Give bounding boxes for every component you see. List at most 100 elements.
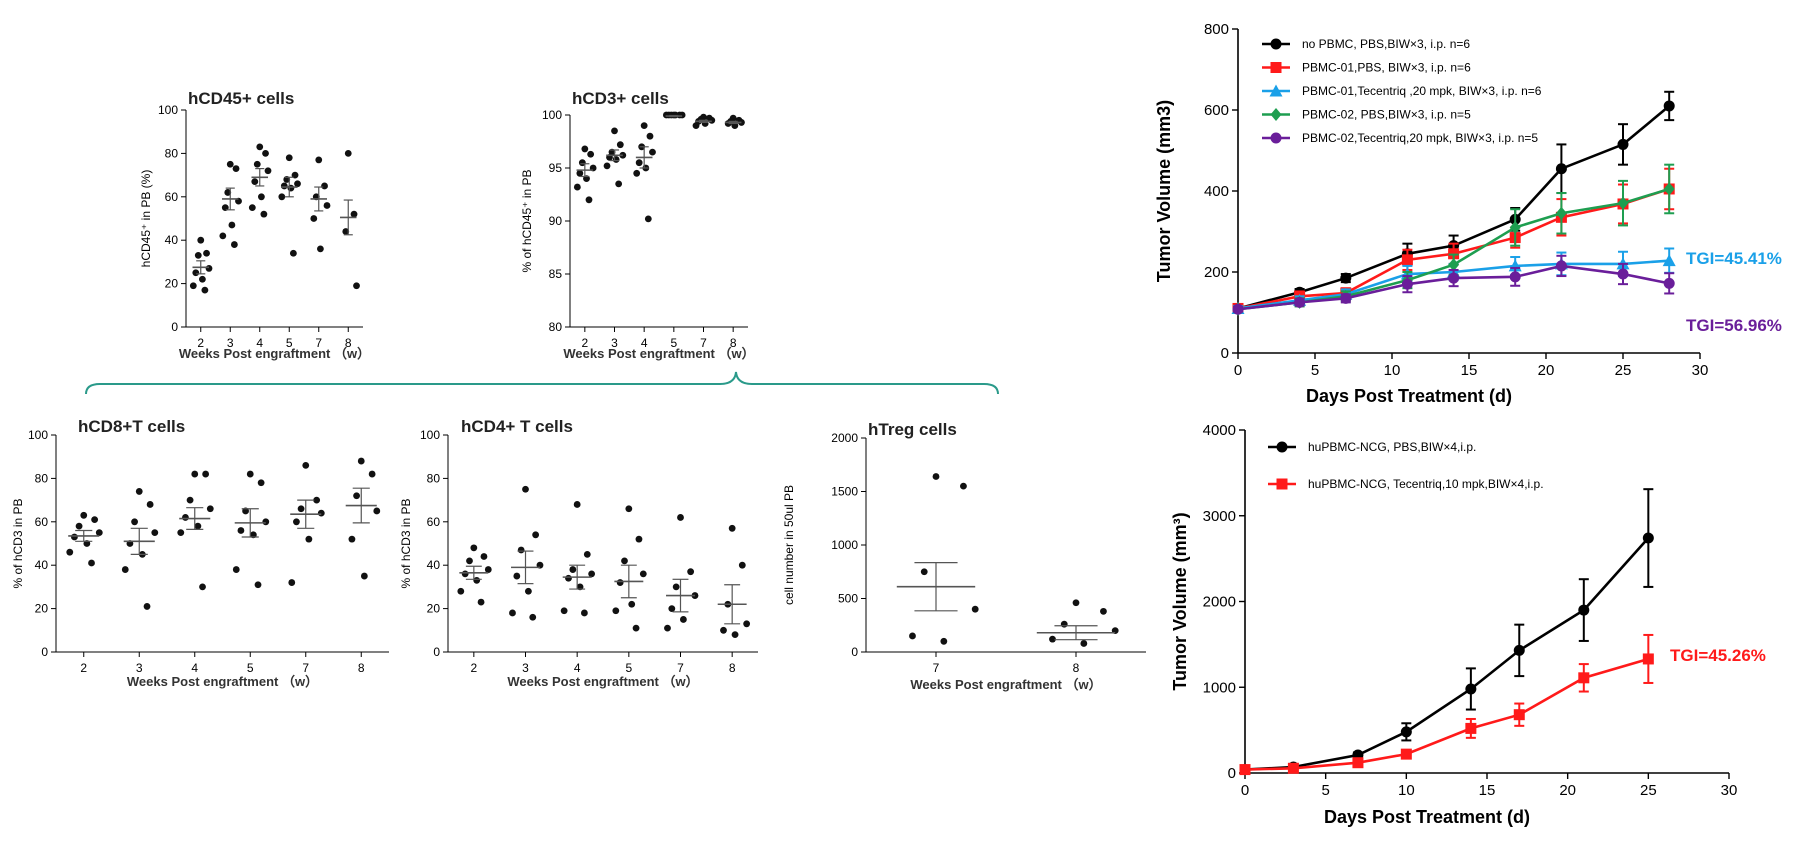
- data-point: [743, 620, 751, 628]
- x-axis-label: Days Post Treatment (d): [1324, 807, 1530, 827]
- y-axis-label: % of hCD45⁺ in PB: [520, 169, 534, 272]
- data-point: [1060, 620, 1068, 628]
- y-tick-label: 80: [35, 471, 49, 485]
- data-point: [88, 559, 95, 567]
- data-point: [353, 492, 360, 500]
- x-tick-label: 7: [315, 336, 322, 350]
- data-point: [728, 524, 736, 532]
- data-point: [302, 461, 310, 469]
- scatter-panel-3: hCD4+ T cells 0 20 40 60 80 100 2 3 4 5 7 8 % of hCD3…: [399, 417, 758, 689]
- data-point: [615, 180, 623, 188]
- series-marker: [1555, 206, 1567, 220]
- y-tick-label: 1000: [831, 538, 858, 552]
- y-tick-label: 0: [171, 320, 178, 334]
- x-tick-label: 30: [1721, 782, 1738, 799]
- series-marker: [1276, 441, 1288, 453]
- data-point: [573, 501, 581, 508]
- series-marker: [1276, 478, 1288, 490]
- x-tick-label: 15: [1461, 362, 1478, 379]
- data-point: [628, 600, 636, 608]
- panel-title: hCD4+ T cells: [461, 417, 573, 436]
- data-point: [260, 210, 268, 218]
- data-point: [310, 215, 318, 222]
- data-point: [517, 546, 525, 554]
- y-tick-label: 20: [35, 602, 49, 616]
- data-point: [257, 479, 265, 487]
- x-tick-label: 2: [197, 336, 204, 350]
- y-axis-label: Tumor Volume (mm3): [1154, 100, 1174, 282]
- data-point: [560, 607, 568, 615]
- y-tick-label: 2000: [1203, 594, 1236, 611]
- x-tick-label: 5: [247, 661, 254, 675]
- panel-title: hCD8+T cells: [78, 417, 185, 436]
- data-point: [646, 132, 654, 140]
- x-tick-label: 3: [611, 336, 618, 350]
- x-tick-label: 15: [1479, 782, 1496, 799]
- data-point: [576, 169, 584, 177]
- data-point: [194, 522, 202, 530]
- legend-label: no PBMC, PBS,BIW×3, i.p. n=6: [1302, 37, 1470, 51]
- x-axis-label: Days Post Treatment (d): [1306, 386, 1512, 406]
- data-point: [91, 516, 99, 524]
- data-point: [288, 579, 296, 586]
- x-tick-label: 3: [522, 661, 529, 675]
- data-point: [578, 159, 586, 167]
- series-marker: [1465, 683, 1477, 695]
- y-tick-label: 100: [420, 428, 440, 442]
- data-point: [353, 282, 360, 290]
- legend-label: huPBMC-NCG, Tecentriq,10 mpk,BIW×4,i.p.: [1308, 477, 1544, 491]
- y-tick-label: 0: [41, 645, 48, 659]
- series-marker: [1401, 278, 1413, 290]
- series-marker: [1287, 762, 1299, 774]
- panel-title: hCD3+ cells: [572, 89, 669, 108]
- series-marker: [1617, 268, 1629, 280]
- data-point: [611, 127, 618, 135]
- data-point: [294, 180, 301, 188]
- y-tick-label: 100: [28, 428, 48, 442]
- y-tick-label: 95: [549, 161, 563, 175]
- data-point: [192, 269, 200, 277]
- data-point: [258, 193, 265, 201]
- data-point: [317, 245, 324, 253]
- data-point: [731, 631, 739, 639]
- y-tick-label: 0: [433, 645, 440, 659]
- x-tick-label: 2: [470, 661, 477, 675]
- data-point: [289, 249, 297, 257]
- data-point: [321, 182, 328, 190]
- line-panel-5: 0 200 400 600 800 0 5 10 15 20 25 30 no PBMC, PBS,BI…: [1154, 21, 1782, 406]
- data-point: [71, 533, 78, 541]
- series-marker: [1400, 726, 1412, 738]
- data-point: [226, 160, 234, 168]
- data-point: [569, 566, 577, 573]
- data-point: [920, 568, 928, 576]
- data-point: [513, 572, 521, 580]
- scatter-panel-0: hCD45+ cells 0 20 40 60 80 100 2 3 4 5 7 8 hCD45⁺ in …: [139, 89, 370, 361]
- x-axis-label: Weeks Post engraftment （w）: [507, 674, 698, 689]
- y-axis-label: Tumor Volume (mm³): [1170, 512, 1190, 690]
- x-axis-label: Weeks Post engraftment （w）: [563, 346, 754, 361]
- series-4: PBMC-02,Tecentriq,20 mpk, BIW×3, i.p. n=…: [1232, 131, 1675, 315]
- data-point: [201, 286, 209, 294]
- series-marker: [1270, 108, 1282, 121]
- data-point: [484, 566, 492, 573]
- data-point: [256, 143, 264, 151]
- grouping-brace: [85, 371, 999, 395]
- data-point: [254, 581, 262, 589]
- series-marker: [1340, 272, 1352, 284]
- data-point: [1072, 599, 1080, 607]
- data-point: [348, 535, 356, 543]
- data-point: [75, 522, 83, 530]
- data-point: [583, 550, 591, 558]
- data-point: [95, 529, 103, 537]
- data-point: [477, 598, 485, 606]
- data-point: [232, 566, 240, 573]
- y-tick-label: 200: [1204, 264, 1229, 281]
- data-point: [323, 202, 331, 209]
- legend-label: PBMC-02,Tecentriq,20 mpk, BIW×3, i.p. n=…: [1302, 131, 1538, 145]
- data-point: [253, 160, 261, 168]
- data-point: [146, 501, 154, 508]
- y-axis-label: hCD45⁺ in PB (%): [139, 170, 153, 268]
- y-tick-label: 80: [165, 146, 179, 160]
